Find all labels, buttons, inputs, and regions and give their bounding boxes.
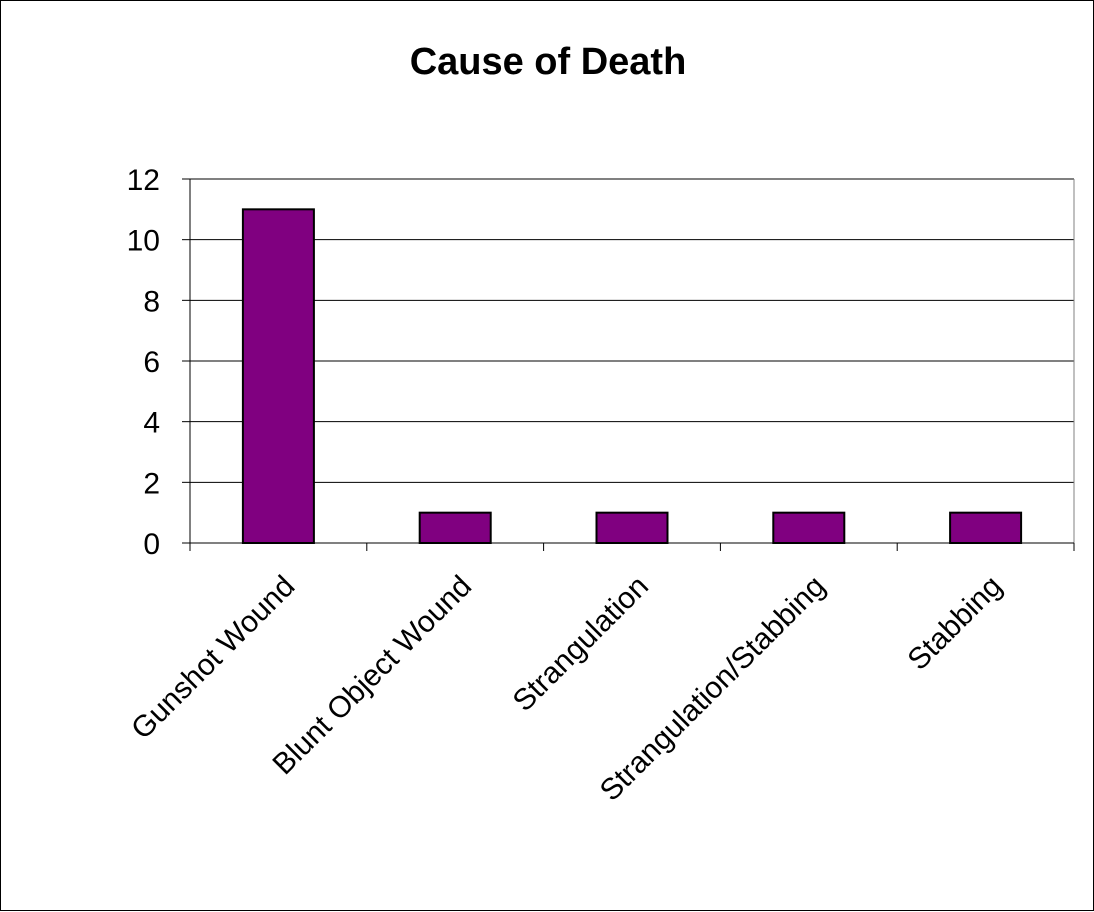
y-tick-label-12: 12 — [127, 164, 160, 197]
x-tick-label-blunt-object-wound: Blunt Object Wound — [267, 570, 479, 782]
x-tick-label-stabbing: Stabbing — [901, 570, 1008, 677]
y-tick-label-8: 8 — [143, 285, 160, 318]
bar-strangulation-stabbing — [772, 511, 846, 544]
y-tick-label-4: 4 — [143, 407, 160, 440]
bar-stabbing — [949, 511, 1023, 544]
x-tick-label-strangulation: Strangulation — [507, 570, 655, 718]
y-tick-label-0: 0 — [143, 528, 160, 561]
y-tick-label-10: 10 — [127, 225, 160, 258]
chart-title: Cause of Death — [409, 41, 687, 83]
bar-blunt-object-wound — [418, 511, 492, 544]
y-tick-label-2: 2 — [143, 467, 160, 500]
x-tick-label-gunshot-wound: Gunshot Wound — [125, 570, 301, 746]
bar-strangulation — [595, 511, 669, 544]
y-tick-label-6: 6 — [143, 346, 160, 379]
bar-gunshot-wound — [241, 208, 315, 544]
